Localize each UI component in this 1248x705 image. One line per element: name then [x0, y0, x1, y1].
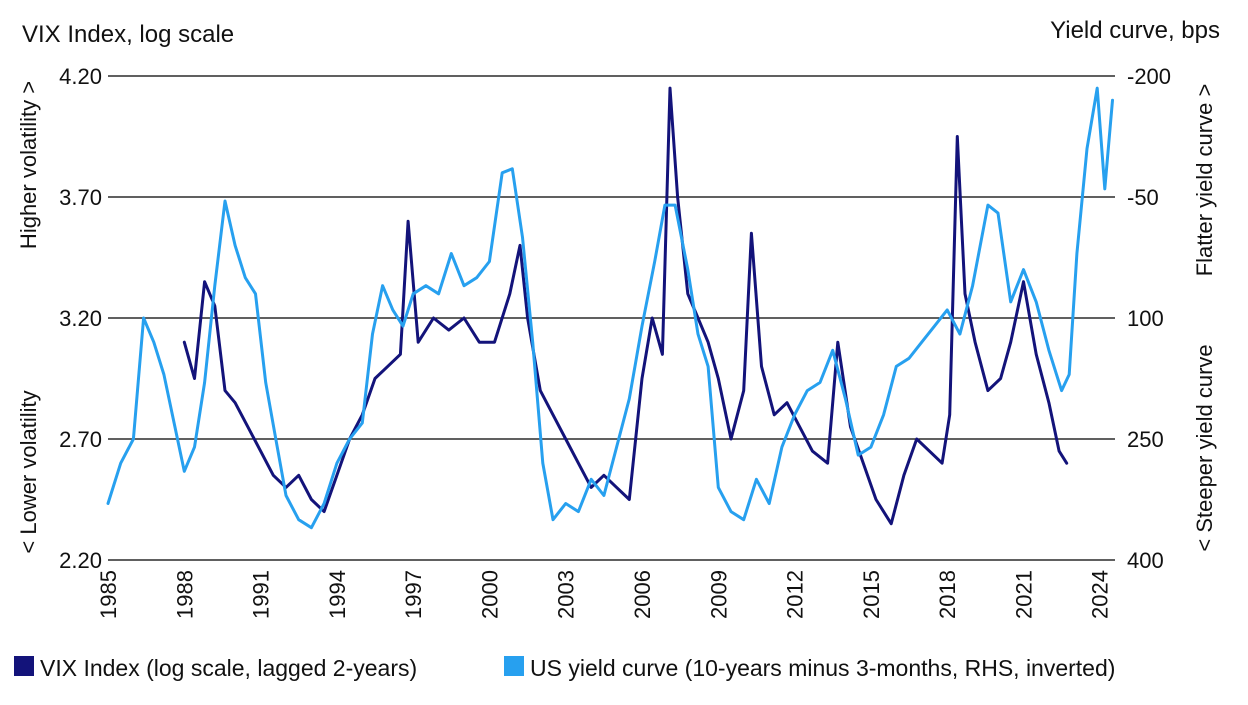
x-tick-label-4: 1997 [401, 570, 426, 619]
legend-label-yield-curve: US yield curve (10-years minus 3-months,… [530, 655, 1115, 681]
x-axis-ticks: 1985 1988 1991 1994 1997 2000 2003 2006 2009 2012… [96, 570, 1113, 619]
left-tick-label-1: 3.70 [59, 185, 102, 210]
legend-swatch-yield-curve [504, 656, 524, 676]
x-tick-label-3: 1994 [325, 570, 350, 619]
legend: VIX Index (log scale, lagged 2-years) US… [14, 655, 1115, 681]
left-tick-label-4: 2.20 [59, 548, 102, 573]
right-axis-ticks: -200 -50 100 250 400 [1127, 64, 1171, 573]
x-tick-label-13: 2024 [1088, 570, 1113, 619]
right-axis-title: Yield curve, bps [1050, 17, 1220, 44]
x-tick-label-9: 2012 [783, 570, 808, 619]
left-axis-title: VIX Index, log scale [22, 21, 234, 48]
x-tick-label-7: 2006 [630, 570, 655, 619]
x-tick-label-8: 2009 [706, 570, 731, 619]
right-tick-label-2: 100 [1127, 306, 1164, 331]
x-tick-label-12: 2021 [1011, 570, 1036, 619]
left-tick-label-3: 2.70 [59, 427, 102, 452]
x-tick-label-5: 2000 [477, 570, 502, 619]
x-tick-label-0: 1985 [96, 570, 121, 619]
yield-curve-series-line [106, 86, 1114, 530]
right-tick-label-1: -50 [1127, 185, 1159, 210]
x-tick-label-11: 2018 [935, 570, 960, 619]
legend-swatch-vix [14, 656, 34, 676]
left-tick-label-0: 4.20 [59, 64, 102, 89]
left-tick-label-2: 3.20 [59, 306, 102, 331]
left-side-bottom-label: < Lower volatility [16, 390, 41, 553]
right-tick-label-3: 250 [1127, 427, 1164, 452]
x-tick-label-2: 1991 [249, 570, 274, 619]
x-tick-label-10: 2015 [859, 570, 884, 619]
right-tick-label-4: 400 [1127, 548, 1164, 573]
vix-series-line [182, 86, 1069, 526]
left-side-top-label: Higher volatility > [16, 81, 41, 249]
right-side-bottom-label: < Steeper yield curve [1192, 344, 1217, 551]
left-axis-ticks: 4.20 3.70 3.20 2.70 2.20 [59, 64, 102, 573]
right-side-top-label: Flatter yield curve > [1192, 84, 1217, 277]
x-tick-label-1: 1988 [172, 570, 197, 619]
legend-label-vix: VIX Index (log scale, lagged 2-years) [40, 655, 417, 681]
series-lines [106, 86, 1114, 530]
x-tick-label-6: 2003 [554, 570, 579, 619]
right-tick-label-0: -200 [1127, 64, 1171, 89]
